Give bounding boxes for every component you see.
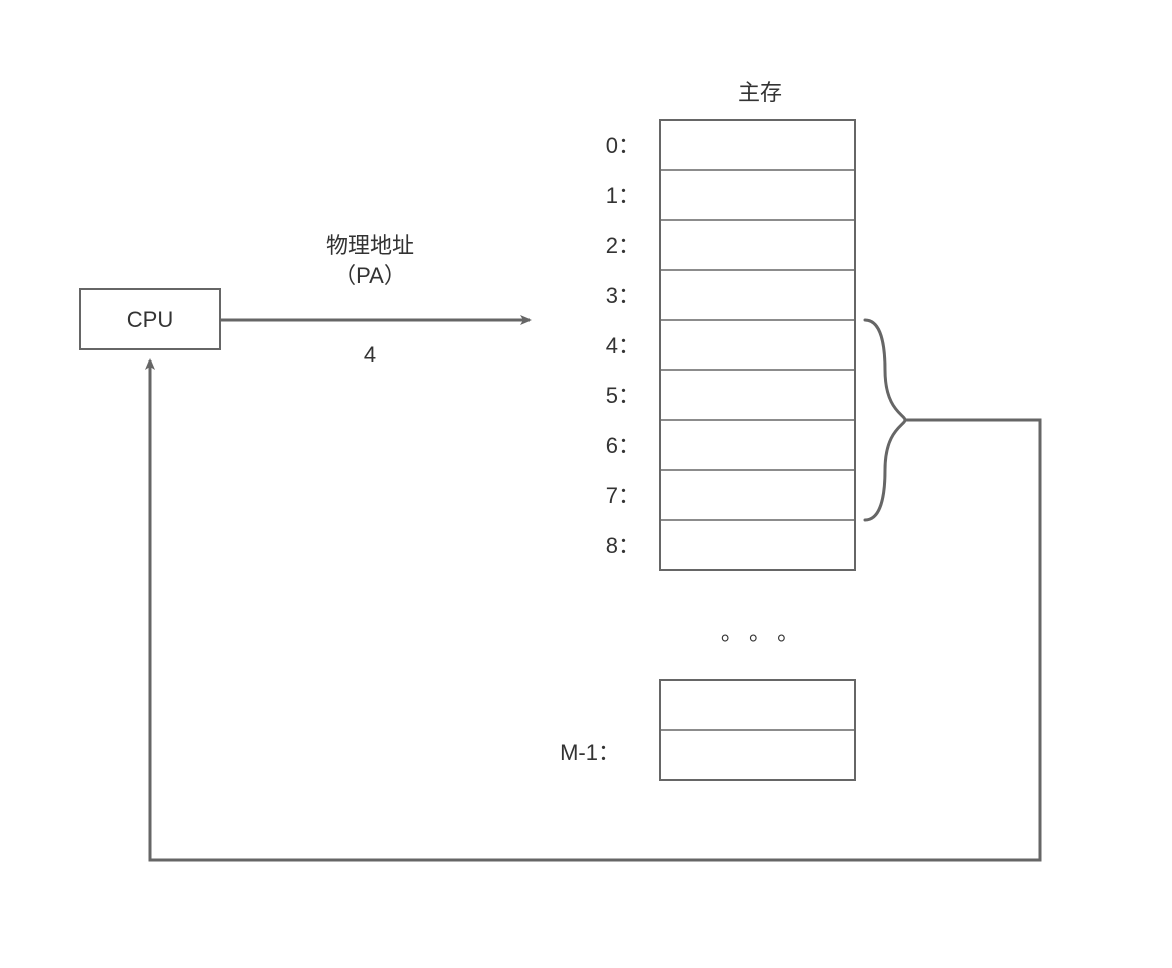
memory-row-label: 7：	[606, 483, 640, 508]
memory-row-label: 5：	[606, 383, 640, 408]
memory-row-label: 6：	[606, 433, 640, 458]
return-path	[150, 360, 1040, 860]
memory-outline	[660, 120, 855, 570]
cpu-label: CPU	[127, 307, 173, 332]
memory-row-label: 2：	[606, 233, 640, 258]
memory-row-label: 0：	[606, 133, 640, 158]
memory-row-label: 8：	[606, 533, 640, 558]
memory-title: 主存	[738, 80, 782, 105]
memory-row-label: 4：	[606, 333, 640, 358]
memory-last-label: M-1：	[560, 740, 620, 765]
diagram-canvas: CPU 物理地址 （PA） 4 主存 0： 1： 2： 3： 4： 5： 6： 7： 8： 。 。 。 M-1…	[0, 0, 1172, 968]
arrow-label-line1: 物理地址	[326, 233, 414, 258]
memory-brace	[865, 320, 905, 520]
memory-row-label: 3：	[606, 283, 640, 308]
memory-row-label: 1：	[606, 183, 640, 208]
memory-block	[660, 120, 855, 570]
arrow-label-line2: （PA）	[334, 263, 406, 288]
memory-ellipsis: 。 。 。	[721, 620, 799, 645]
arrow-value: 4	[364, 342, 376, 367]
